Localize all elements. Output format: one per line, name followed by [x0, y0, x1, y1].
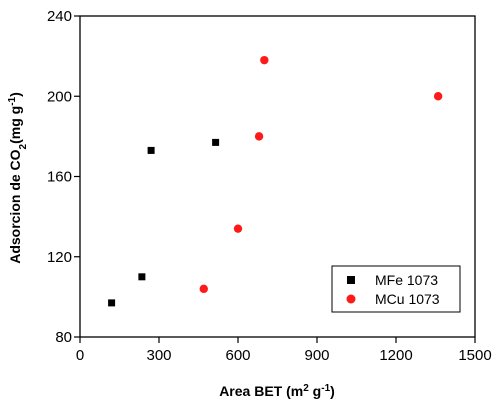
y-axis-title-main: Adsorcion de CO	[7, 149, 23, 263]
legend-box	[331, 265, 461, 313]
point-series-0	[138, 273, 146, 281]
x-tick-label: 1200	[379, 347, 412, 364]
legend-label-mcu: MCu 1073	[375, 291, 440, 307]
y-tick-label: 80	[55, 329, 72, 346]
y-axis-title-sub: 2	[18, 143, 29, 149]
y-tick-label: 240	[47, 8, 72, 25]
x-axis-title-sup: 2	[303, 383, 309, 394]
point-series-1	[254, 132, 264, 141]
y-axis-title-close: )	[7, 92, 23, 97]
point-series-1	[233, 224, 243, 233]
point-series-1	[433, 92, 443, 101]
x-tick-label: 1500	[458, 347, 491, 364]
y-axis-title-sup: -1	[7, 96, 18, 105]
data-points	[108, 55, 443, 307]
y-tick-label: 160	[47, 169, 72, 186]
point-series-0	[147, 146, 155, 154]
x-axis-title-main: Area BET (m	[219, 383, 303, 399]
x-tick-label: 0	[76, 347, 84, 364]
y-tick-label: 120	[47, 249, 72, 266]
legend: MFe 1073 MCu 1073	[331, 265, 461, 313]
legend-marker-mfe	[347, 276, 355, 284]
y-axis-ticks: 80 120 160 200 240	[47, 8, 80, 346]
y-axis-title-tail: (mg g	[7, 106, 23, 144]
point-series-0	[212, 138, 220, 146]
x-axis-title-sup2: -1	[321, 383, 330, 394]
x-axis-ticks: 0 300 600 900 1200 1500	[76, 337, 492, 364]
point-series-1	[199, 284, 208, 294]
legend-marker-mcu	[346, 294, 356, 304]
y-axis-title: Adsorcion de CO2(mg g-1)	[7, 92, 29, 264]
point-series-0	[108, 299, 116, 307]
x-tick-label: 300	[146, 347, 171, 364]
x-tick-label: 600	[225, 347, 250, 364]
x-axis-title-close: )	[330, 383, 335, 399]
point-series-1	[260, 55, 269, 65]
y-tick-label: 200	[47, 88, 72, 105]
x-axis-title-tail: g	[309, 383, 321, 399]
x-tick-label: 900	[304, 347, 329, 364]
x-axis-title: Area BET (m2 g-1)	[219, 383, 335, 400]
legend-label-mfe: MFe 1073	[375, 272, 438, 288]
